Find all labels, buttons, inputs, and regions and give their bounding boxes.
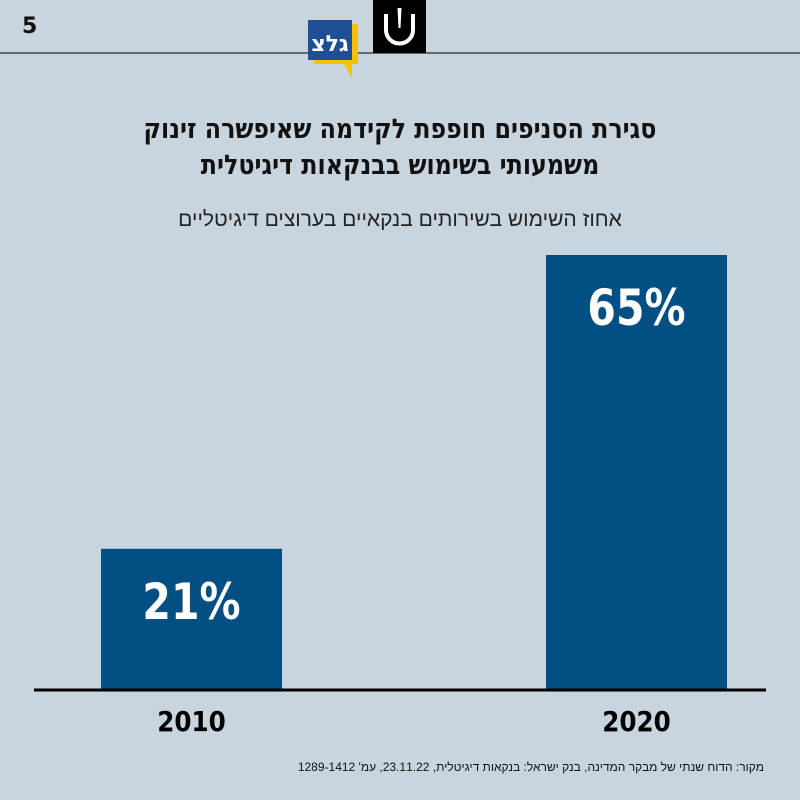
page-number: 5 <box>22 14 38 39</box>
u-logo <box>373 0 426 53</box>
x-tick-label-2020: 2020 <box>602 707 671 739</box>
title-line-2: משמעותי בשימוש בבנקאות דיגיטלית <box>200 150 600 181</box>
top-divider <box>0 52 800 54</box>
x-tick-label-2010: 2010 <box>157 707 226 739</box>
chart-title: סגירת הסניפים חופפת לקידמה שאיפשרה זינוק… <box>83 112 717 184</box>
data-label-2020: 65% <box>587 279 685 337</box>
bar-2010 <box>101 548 282 689</box>
data-label-2010: 21% <box>142 573 240 631</box>
galatz-logo-text: גלצ <box>311 32 349 57</box>
bar-2020 <box>546 255 727 689</box>
galatz-logo: גלצ <box>308 20 358 80</box>
chart-subtitle: אחוז השימוש בשירותים בנקאיים בערוצים דיג… <box>178 208 622 231</box>
source-note: מקור: הדוח שנתי של מבקר המדינה, בנק ישרא… <box>297 760 764 774</box>
title-line-1: סגירת הסניפים חופפת לקידמה שאיפשרה זינוק <box>143 114 657 145</box>
